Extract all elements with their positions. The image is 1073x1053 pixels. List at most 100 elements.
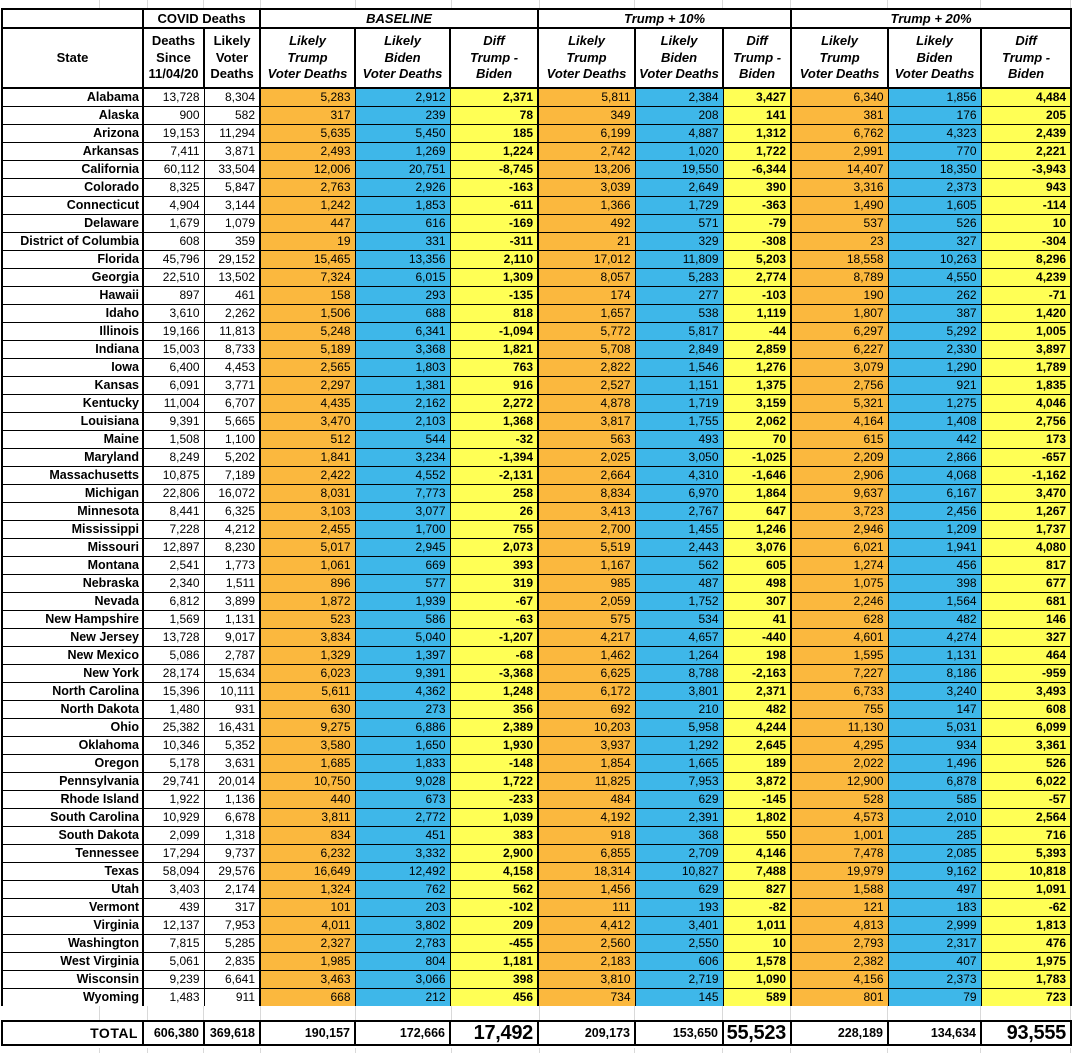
t20-diff-cell[interactable]: -57 (980, 790, 1072, 809)
baseline-biden-cell[interactable]: 2,162 (354, 394, 451, 413)
t20-biden-cell[interactable]: 6,167 (887, 484, 982, 503)
t20-biden-cell[interactable]: 497 (887, 880, 982, 899)
t20-biden-cell[interactable]: 79 (887, 988, 982, 1008)
t20-diff-cell[interactable]: 2,756 (980, 412, 1072, 431)
t20-trump-cell[interactable]: 1,274 (790, 556, 889, 575)
t20-trump-cell[interactable]: 14,407 (790, 160, 889, 179)
t10-biden-cell[interactable]: 538 (634, 304, 724, 323)
t20-trump-cell[interactable]: 4,295 (790, 736, 889, 755)
state-cell[interactable]: Rhode Island (1, 790, 144, 809)
deaths-since-cell[interactable]: 12,897 (142, 538, 205, 557)
likely-voter-cell[interactable]: 2,835 (203, 952, 261, 971)
t10-trump-cell[interactable]: 484 (537, 790, 636, 809)
t20-biden-cell[interactable]: 176 (887, 106, 982, 125)
state-cell[interactable]: South Dakota (1, 826, 144, 845)
baseline-trump-cell[interactable]: 5,283 (259, 87, 356, 107)
baseline-diff-cell[interactable]: -32 (449, 430, 539, 449)
deaths-since-cell[interactable]: 1,922 (142, 790, 205, 809)
baseline-diff-cell[interactable]: 1,722 (449, 772, 539, 791)
t10-diff-cell[interactable]: 482 (722, 700, 792, 719)
t20-trump-cell[interactable]: 18,558 (790, 250, 889, 269)
baseline-diff-cell[interactable]: -163 (449, 178, 539, 197)
t10-diff-cell[interactable]: 2,645 (722, 736, 792, 755)
baseline-trump-cell[interactable]: 1,324 (259, 880, 356, 899)
baseline-diff-cell[interactable]: 1,368 (449, 412, 539, 431)
t10-trump-cell[interactable]: 492 (537, 214, 636, 233)
col-header-t10-diff[interactable]: Diff Trump - Biden (722, 27, 793, 89)
baseline-diff-cell[interactable]: 2,371 (449, 87, 539, 107)
baseline-trump-cell[interactable]: 896 (259, 574, 356, 593)
deaths-since-cell[interactable]: 28,174 (142, 664, 205, 683)
t10-diff-cell[interactable]: -363 (722, 196, 792, 215)
t20-diff-cell[interactable]: 3,361 (980, 736, 1072, 755)
t10-diff-cell[interactable]: 1,119 (722, 304, 792, 323)
baseline-trump-cell[interactable]: 1,329 (259, 646, 356, 665)
baseline-trump-cell[interactable]: 15,465 (259, 250, 356, 269)
t20-diff-cell[interactable]: 817 (980, 556, 1072, 575)
likely-voter-cell[interactable]: 6,325 (203, 502, 261, 521)
t20-trump-cell[interactable]: 19,979 (790, 862, 889, 881)
baseline-diff-cell[interactable]: 818 (449, 304, 539, 323)
baseline-biden-cell[interactable]: 1,700 (354, 520, 451, 539)
t20-trump-cell[interactable]: 11,130 (790, 718, 889, 737)
t20-biden-cell[interactable]: 2,866 (887, 448, 982, 467)
t20-trump-cell[interactable]: 2,382 (790, 952, 889, 971)
t10-biden-cell[interactable]: 329 (634, 232, 724, 251)
t20-diff-cell[interactable]: 6,022 (980, 772, 1072, 791)
t20-biden-cell[interactable]: 183 (887, 898, 982, 917)
baseline-trump-cell[interactable]: 2,297 (259, 376, 356, 395)
state-cell[interactable]: Wyoming (1, 988, 144, 1008)
t20-diff-cell[interactable]: 10 (980, 214, 1072, 233)
t20-biden-cell[interactable]: 1,564 (887, 592, 982, 611)
t20-trump-cell[interactable]: 6,340 (790, 87, 889, 107)
baseline-trump-cell[interactable]: 4,011 (259, 916, 356, 935)
baseline-diff-cell[interactable]: -169 (449, 214, 539, 233)
t10-biden-cell[interactable]: 277 (634, 286, 724, 305)
deaths-since-cell[interactable]: 9,239 (142, 970, 205, 989)
t10-diff-cell[interactable]: 1,802 (722, 808, 792, 827)
state-cell[interactable]: Delaware (1, 214, 144, 233)
likely-voter-cell[interactable]: 4,212 (203, 520, 261, 539)
deaths-since-cell[interactable]: 11,004 (142, 394, 205, 413)
t10-trump-cell[interactable]: 3,810 (537, 970, 636, 989)
t10-biden-cell[interactable]: 1,020 (634, 142, 724, 161)
baseline-biden-cell[interactable]: 1,853 (354, 196, 451, 215)
t10-biden-cell[interactable]: 2,443 (634, 538, 724, 557)
baseline-trump-cell[interactable]: 447 (259, 214, 356, 233)
t10-trump-cell[interactable]: 2,742 (537, 142, 636, 161)
deaths-since-cell[interactable]: 1,679 (142, 214, 205, 233)
baseline-diff-cell[interactable]: 383 (449, 826, 539, 845)
t10-trump-cell[interactable]: 18,314 (537, 862, 636, 881)
t10-diff-cell[interactable]: -2,163 (722, 664, 792, 683)
t10-trump-cell[interactable]: 5,519 (537, 538, 636, 557)
baseline-trump-cell[interactable]: 12,006 (259, 160, 356, 179)
likely-voter-cell[interactable]: 16,072 (203, 484, 261, 503)
t10-diff-cell[interactable]: 2,774 (722, 268, 792, 287)
t10-trump-cell[interactable]: 6,625 (537, 664, 636, 683)
t10-trump-cell[interactable]: 734 (537, 988, 636, 1008)
baseline-diff-cell[interactable]: 916 (449, 376, 539, 395)
t20-biden-cell[interactable]: 2,330 (887, 340, 982, 359)
t20-diff-cell[interactable]: 1,975 (980, 952, 1072, 971)
baseline-trump-cell[interactable]: 2,763 (259, 178, 356, 197)
t20-biden-cell[interactable]: 1,941 (887, 538, 982, 557)
t10-trump-cell[interactable]: 563 (537, 430, 636, 449)
t10-biden-cell[interactable]: 3,050 (634, 448, 724, 467)
baseline-biden-cell[interactable]: 586 (354, 610, 451, 629)
deaths-since-cell[interactable]: 6,400 (142, 358, 205, 377)
t10-trump-cell[interactable]: 2,025 (537, 448, 636, 467)
t20-biden-cell[interactable]: 6,878 (887, 772, 982, 791)
t10-trump-cell[interactable]: 6,172 (537, 682, 636, 701)
total-t20-biden-cell[interactable]: 134,634 (887, 1020, 982, 1046)
deaths-since-cell[interactable]: 5,178 (142, 754, 205, 773)
baseline-trump-cell[interactable]: 3,834 (259, 628, 356, 647)
t20-biden-cell[interactable]: 9,162 (887, 862, 982, 881)
baseline-trump-cell[interactable]: 1,061 (259, 556, 356, 575)
t10-trump-cell[interactable]: 575 (537, 610, 636, 629)
deaths-since-cell[interactable]: 13,728 (142, 628, 205, 647)
t20-diff-cell[interactable]: 464 (980, 646, 1072, 665)
t20-trump-cell[interactable]: 2,991 (790, 142, 889, 161)
state-cell[interactable]: Kansas (1, 376, 144, 395)
t20-diff-cell[interactable]: 723 (980, 988, 1072, 1008)
t10-biden-cell[interactable]: 1,264 (634, 646, 724, 665)
